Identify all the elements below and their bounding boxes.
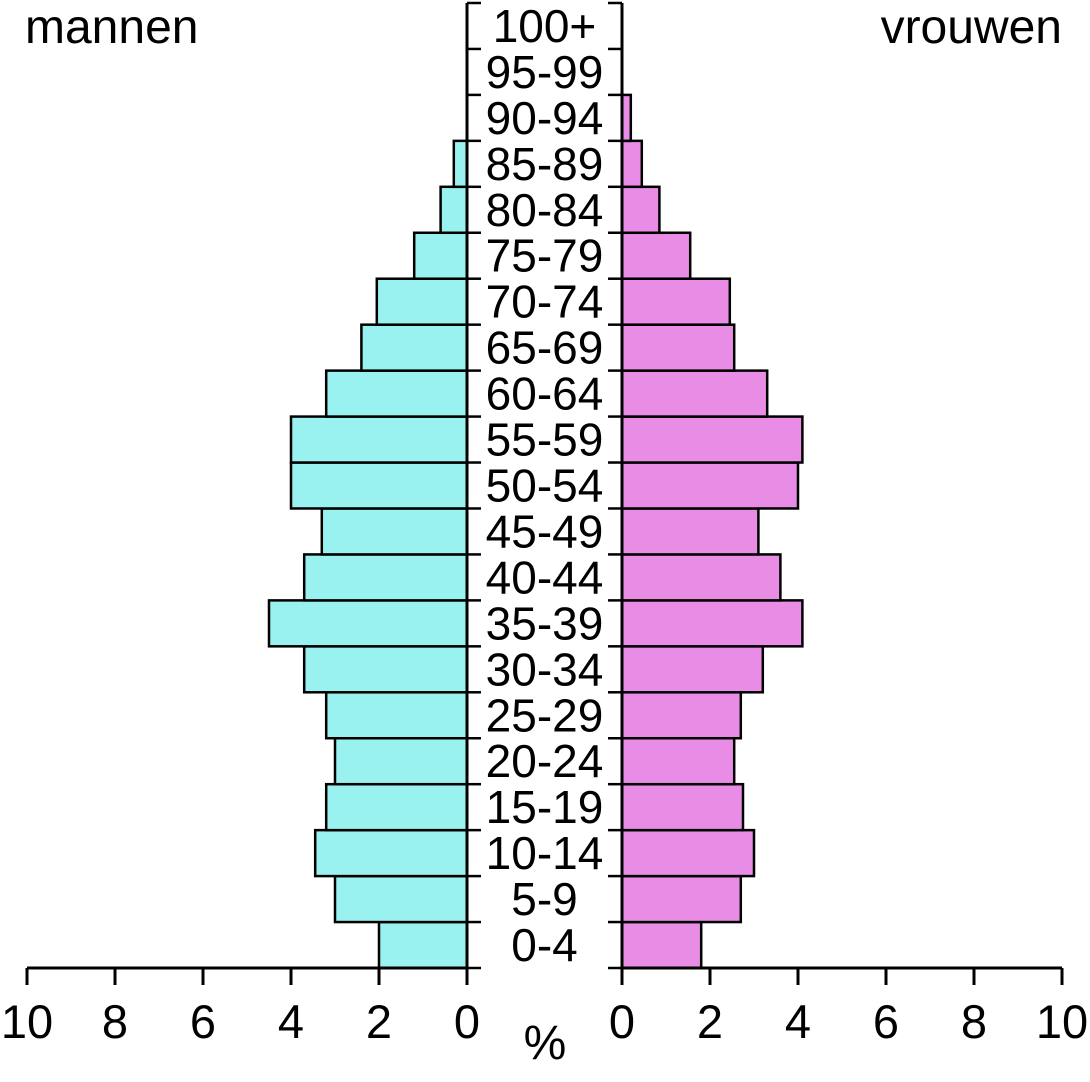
age-label-15-19: 15-19 — [486, 781, 604, 833]
bar-vrouwen-65-69 — [620, 323, 736, 372]
age-label-70-74: 70-74 — [486, 276, 604, 328]
age-label-75-79: 75-79 — [486, 230, 604, 282]
age-label-25-29: 25-29 — [486, 689, 604, 741]
x-axis-tick-label-right-6: 6 — [873, 995, 899, 1048]
age-label-35-39: 35-39 — [486, 597, 604, 649]
x-axis-tick-label-left-6: 6 — [190, 995, 216, 1048]
x-axis-tick-label-left-8: 8 — [102, 995, 128, 1048]
age-label-45-49: 45-49 — [486, 505, 604, 557]
bar-vrouwen-50-54 — [620, 461, 800, 510]
bar-vrouwen-30-34 — [620, 645, 765, 694]
bar-vrouwen-55-59 — [620, 415, 804, 464]
x-axis-tick-label-right-2: 2 — [697, 995, 723, 1048]
age-label-90-94: 90-94 — [486, 92, 604, 144]
age-label-30-34: 30-34 — [486, 643, 604, 695]
bar-vrouwen-25-29 — [620, 691, 743, 740]
right-series-title: vrouwen — [880, 1, 1062, 54]
age-label-5-9: 5-9 — [511, 873, 577, 925]
bar-vrouwen-0-4 — [620, 920, 703, 970]
bar-mannen-30-34 — [302, 645, 469, 694]
age-label-10-14: 10-14 — [486, 827, 604, 879]
bar-mannen-35-39 — [267, 599, 469, 648]
age-label-55-59: 55-59 — [486, 414, 604, 466]
age-label-60-64: 60-64 — [486, 368, 604, 420]
x-axis-tick-label-left-2: 2 — [366, 995, 392, 1048]
left-series-title: mannen — [25, 1, 199, 54]
bar-mannen-40-44 — [302, 553, 469, 602]
bar-vrouwen-20-24 — [620, 736, 736, 786]
age-label-40-44: 40-44 — [486, 551, 604, 603]
age-label-20-24: 20-24 — [486, 735, 604, 787]
bar-mannen-65-69 — [360, 323, 469, 372]
x-axis-tick-label-right-8: 8 — [961, 995, 987, 1048]
age-label-85-89: 85-89 — [486, 138, 604, 190]
bar-mannen-75-79 — [412, 231, 469, 280]
x-axis-tick-label-right-10: 10 — [1036, 995, 1088, 1048]
bar-vrouwen-75-79 — [620, 231, 692, 280]
bar-mannen-20-24 — [333, 736, 469, 786]
bar-vrouwen-45-49 — [620, 507, 760, 556]
bar-vrouwen-70-74 — [620, 277, 732, 326]
bar-mannen-45-49 — [320, 507, 469, 556]
age-label-80-84: 80-84 — [486, 184, 604, 236]
bar-mannen-5-9 — [333, 874, 469, 924]
bar-mannen-60-64 — [324, 369, 469, 418]
bar-vrouwen-10-14 — [620, 828, 756, 878]
age-label-50-54: 50-54 — [486, 460, 604, 512]
bar-vrouwen-85-89 — [620, 139, 644, 189]
bar-vrouwen-35-39 — [620, 599, 804, 648]
x-axis-unit-label: % — [523, 1017, 567, 1070]
bar-vrouwen-5-9 — [620, 874, 743, 924]
bar-vrouwen-40-44 — [620, 553, 782, 602]
bar-mannen-0-4 — [377, 920, 469, 970]
age-label-100+: 100+ — [493, 0, 597, 52]
x-axis-tick-label-left-0: 0 — [454, 995, 480, 1048]
bar-mannen-85-89 — [452, 139, 469, 189]
bar-vrouwen-15-19 — [620, 782, 745, 832]
bar-mannen-15-19 — [324, 782, 469, 832]
bar-vrouwen-60-64 — [620, 369, 769, 418]
age-label-65-69: 65-69 — [486, 322, 604, 374]
x-axis-tick-label-right-0: 0 — [609, 995, 635, 1048]
bar-mannen-80-84 — [439, 185, 469, 235]
bar-mannen-55-59 — [289, 415, 469, 464]
bar-mannen-25-29 — [324, 691, 469, 740]
bar-vrouwen-80-84 — [620, 185, 661, 235]
x-axis-tick-label-right-4: 4 — [785, 995, 811, 1048]
x-axis-tick-label-left-4: 4 — [278, 995, 304, 1048]
age-label-0-4: 0-4 — [511, 919, 577, 971]
bar-mannen-50-54 — [289, 461, 469, 510]
x-axis-tick-label-left-10: 10 — [1, 995, 53, 1048]
bar-mannen-10-14 — [313, 828, 469, 878]
bar-mannen-70-74 — [375, 277, 469, 326]
age-label-95-99: 95-99 — [486, 46, 604, 98]
